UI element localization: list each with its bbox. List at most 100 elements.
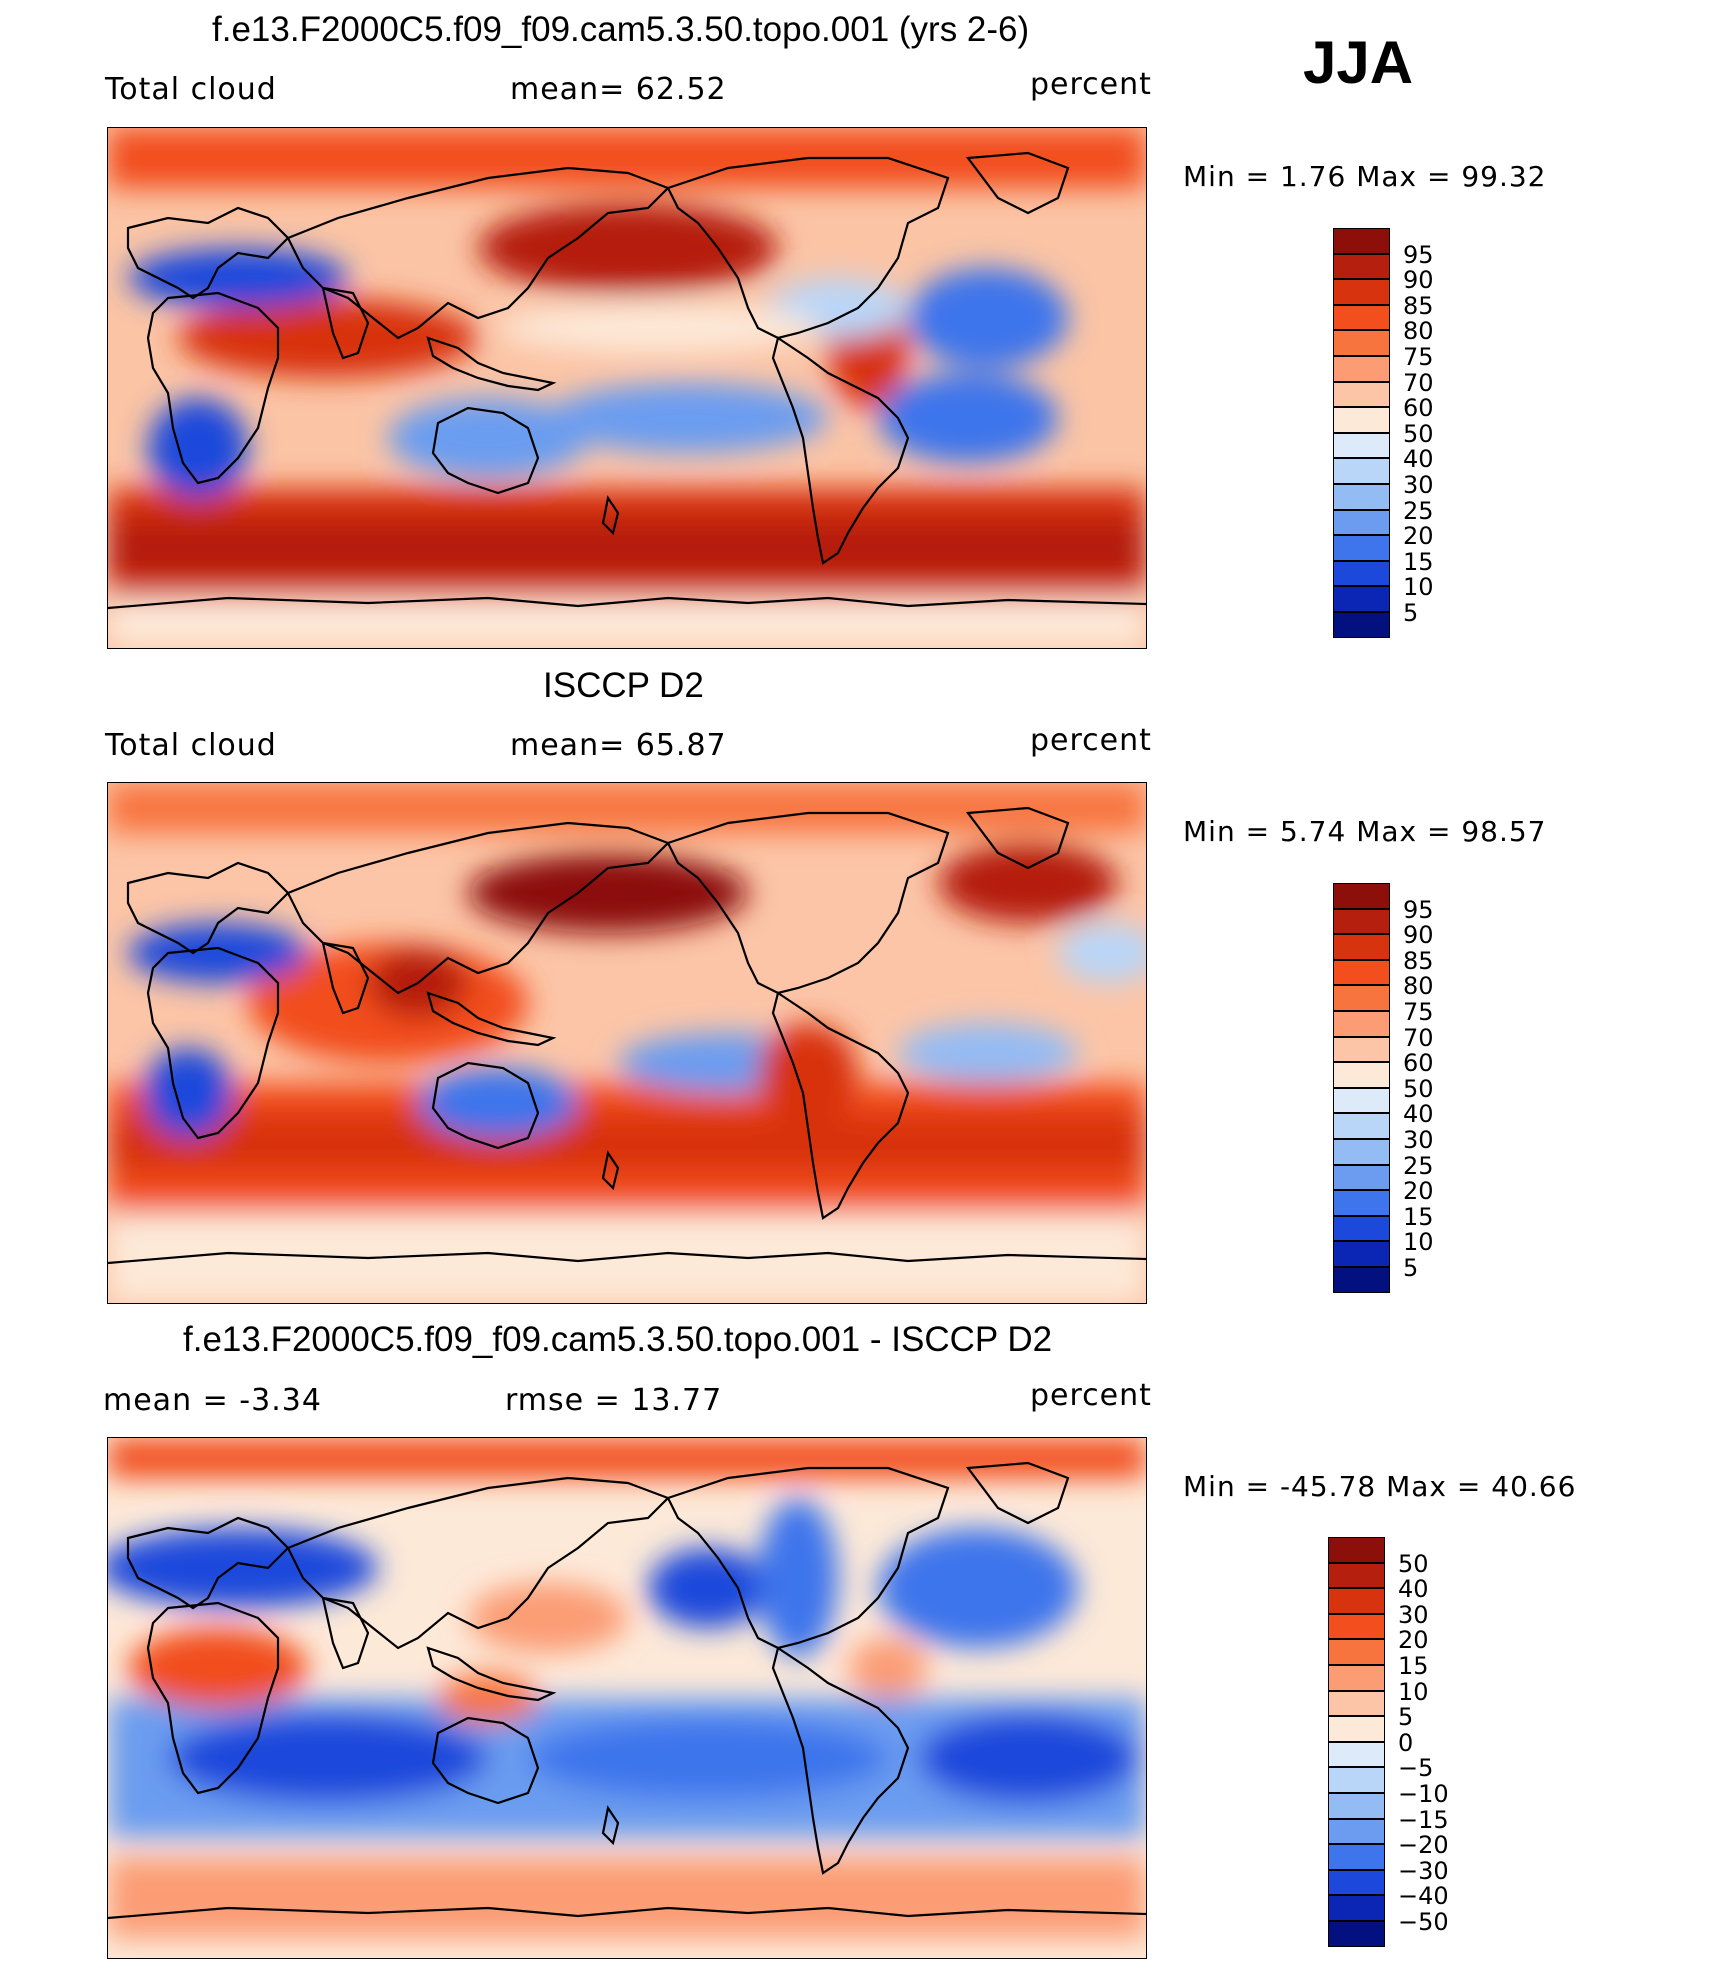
colorbar-label: 60: [1403, 1049, 1434, 1078]
colorbar-swatch: [1333, 304, 1390, 331]
colorbar-swatch: [1333, 279, 1390, 305]
colorbar-label: 10: [1403, 573, 1434, 602]
colorbar-label: 30: [1403, 1126, 1434, 1154]
panel-rmse-label: rmse = 13.77: [505, 1383, 723, 1418]
colorbar-swatch: [1328, 1639, 1385, 1665]
colorbar-swatch: [1333, 586, 1390, 612]
colorbar-label: 75: [1403, 998, 1434, 1026]
colorbar-swatch: [1333, 908, 1390, 935]
colorbar-swatch: [1328, 1613, 1385, 1640]
colorbar-label: −5: [1398, 1754, 1434, 1783]
colorbar-label: 5: [1398, 1703, 1414, 1732]
colorbar-swatch: [1333, 407, 1390, 433]
colorbar-swatch: [1333, 1087, 1390, 1114]
colorbar-swatch: [1333, 458, 1390, 484]
colorbar-label: 10: [1398, 1677, 1429, 1706]
colorbar-swatch: [1333, 1215, 1390, 1242]
colorbar-label: −40: [1398, 1882, 1449, 1911]
panel-minmax: Min = -45.78 Max = 40.66: [1183, 1470, 1577, 1503]
colorbar-label: 75: [1403, 343, 1434, 371]
colorbar-swatch: [1333, 432, 1390, 459]
colorbar-swatch: [1333, 484, 1390, 510]
colorbar-label: 5: [1403, 599, 1419, 627]
colorbar-swatch: [1328, 1665, 1385, 1691]
colorbar-swatch: [1328, 1716, 1385, 1742]
panel-mean-label: mean= 65.87: [510, 728, 727, 763]
colorbar-swatch: [1328, 1869, 1385, 1896]
colorbar-label: 50: [1403, 1074, 1434, 1103]
colorbar-label: 15: [1403, 1202, 1434, 1231]
colorbar-label: −20: [1398, 1831, 1449, 1860]
colorbar-swatch: [1328, 1562, 1385, 1589]
colorbar-label: 40: [1403, 445, 1434, 474]
colorbar-swatch: [1333, 934, 1390, 960]
panel-minmax: Min = 5.74 Max = 98.57: [1183, 815, 1547, 848]
colorbar-label: 90: [1403, 921, 1434, 950]
colorbar-label: 25: [1403, 496, 1434, 525]
colorbar-label: −10: [1398, 1780, 1449, 1808]
colorbar-label: 30: [1403, 471, 1434, 499]
colorbar-label: 85: [1403, 946, 1434, 975]
colorbar-label: 20: [1403, 1177, 1434, 1206]
colorbar-swatch: [1328, 1921, 1385, 1947]
colorbar-swatch: [1333, 1190, 1390, 1216]
colorbar-swatch: [1333, 959, 1390, 986]
panel-minmax: Min = 1.76 Max = 99.32: [1183, 160, 1547, 193]
colorbar-label: 70: [1403, 368, 1434, 397]
panel-units-label: percent: [1030, 1378, 1152, 1413]
colorbar-swatch: [1333, 1113, 1390, 1139]
colorbar-label: 30: [1398, 1600, 1429, 1629]
colorbar-swatch: [1333, 381, 1390, 408]
colorbar-swatch: [1333, 1036, 1390, 1063]
colorbar-swatch: [1328, 1895, 1385, 1921]
world-map-model: [107, 127, 1147, 649]
colorbar-label: 40: [1403, 1100, 1434, 1129]
colorbar-swatch: [1333, 985, 1390, 1011]
colorbar-swatch: [1333, 612, 1390, 638]
world-map-total-cloud-isccp-icon: [108, 783, 1146, 1303]
panel-variable-label: Total cloud: [105, 728, 277, 763]
colorbar-swatch: [1333, 1139, 1390, 1165]
colorbar-swatch: [1333, 1062, 1390, 1088]
colorbar-label: 10: [1403, 1228, 1434, 1257]
panel-units-label: percent: [1030, 723, 1152, 758]
panel-mean-label: mean= 62.52: [510, 72, 727, 107]
colorbar-label: 90: [1403, 266, 1434, 295]
colorbar-label: 50: [1398, 1549, 1429, 1578]
panel-title: f.e13.F2000C5.f09_f09.cam5.3.50.topo.001…: [183, 1320, 1053, 1359]
panel-title: ISCCP D2: [543, 666, 704, 705]
colorbar-label: 50: [1403, 419, 1434, 448]
colorbar-swatch: [1333, 1267, 1390, 1293]
world-map-total-cloud-difference-icon: [108, 1438, 1146, 1958]
colorbar-swatch: [1328, 1537, 1385, 1563]
colorbar-swatch: [1333, 1011, 1390, 1037]
colorbar-label: 5: [1403, 1254, 1419, 1282]
colorbar-swatch: [1333, 883, 1390, 909]
colorbar-label: 85: [1403, 291, 1434, 320]
colorbar-label: −15: [1398, 1805, 1449, 1834]
colorbar-label: −50: [1398, 1908, 1449, 1936]
colorbar-swatch: [1333, 1241, 1390, 1267]
colorbar-label: 15: [1398, 1652, 1429, 1680]
panel-variable-label: Total cloud: [105, 72, 277, 107]
world-map-difference: [107, 1437, 1147, 1959]
colorbar-swatch: [1328, 1818, 1385, 1845]
colorbar-swatch: [1328, 1588, 1385, 1614]
colorbar-label: 25: [1403, 1151, 1434, 1180]
colorbar-label: 15: [1403, 547, 1434, 576]
colorbar-label: 70: [1403, 1023, 1434, 1052]
colorbar-label: 80: [1403, 972, 1434, 1001]
world-map-observation: [107, 782, 1147, 1304]
colorbar-swatch: [1333, 509, 1390, 536]
colorbar-label: −30: [1398, 1856, 1449, 1885]
colorbar-swatch: [1328, 1690, 1385, 1717]
season-label: JJA: [1303, 29, 1414, 96]
colorbar-swatch: [1328, 1741, 1385, 1768]
colorbar-swatch: [1328, 1767, 1385, 1793]
colorbar-swatch: [1333, 356, 1390, 382]
colorbar-label: 20: [1398, 1626, 1429, 1655]
colorbar-label: 95: [1403, 240, 1434, 269]
panel-units-label: percent: [1030, 67, 1152, 102]
panel-title: f.e13.F2000C5.f09_f09.cam5.3.50.topo.001…: [212, 10, 1030, 49]
colorbar-swatch: [1333, 253, 1390, 280]
